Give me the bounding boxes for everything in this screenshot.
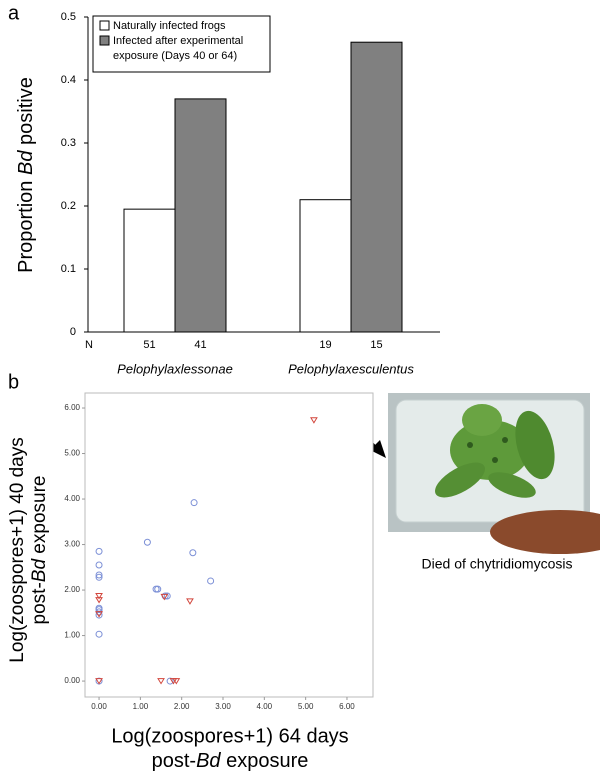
n-label: N [85, 339, 93, 351]
y-tick-label: 4.00 [64, 494, 80, 503]
point [190, 499, 198, 507]
y-axis-label-line2: post-Bd exposure [29, 476, 50, 625]
point [95, 630, 103, 638]
frog-photo [388, 393, 600, 554]
y-tick-label: 0.1 [61, 263, 76, 275]
x-tick-label: 1.00 [133, 702, 149, 711]
plot-frame [84, 392, 374, 698]
y-tick-label: 1.00 [64, 631, 80, 640]
x-tick-label: 3.00 [215, 702, 231, 711]
legend-swatch [99, 35, 110, 46]
x-axis-label-line2-part: exposure [221, 750, 309, 772]
x-tick-label: 0.00 [91, 702, 107, 711]
y-tick-label: 6.00 [64, 403, 80, 412]
legend-swatch [99, 20, 110, 31]
y-axis-label-part: Bd [15, 150, 37, 175]
point [95, 606, 103, 614]
x-axis-label-line2-part: post- [152, 750, 196, 772]
point [95, 561, 103, 569]
x-axis-label: Log(zoospores+1) 64 days [111, 725, 348, 747]
x-tick-label: 2.00 [174, 702, 190, 711]
legend-label: exposure (Days 40 or 64) [113, 50, 237, 62]
point [163, 592, 171, 600]
y-axis-label-line2-part: exposure [29, 476, 50, 559]
n-value: 51 [143, 339, 155, 351]
point [95, 571, 103, 579]
point [143, 538, 151, 546]
point [186, 598, 194, 605]
y-tick-label: 0.00 [64, 676, 80, 685]
category-label: Pelophylaxesculentus [288, 361, 414, 376]
x-axis-label-line2: post-Bd exposure [152, 750, 309, 772]
point [172, 678, 181, 685]
point [189, 549, 197, 557]
point [157, 678, 165, 685]
n-value: 15 [370, 339, 382, 351]
bar [299, 199, 352, 333]
point [160, 593, 169, 601]
point [95, 592, 103, 600]
y-axis-label-line2-part: post- [29, 582, 50, 624]
y-tick-label: 3.00 [64, 540, 80, 549]
y-tick-label: 0.2 [61, 200, 76, 212]
panel-label: a [8, 2, 20, 24]
x-tick-label: 6.00 [339, 702, 355, 711]
point [207, 577, 215, 585]
legend-box [92, 15, 271, 73]
y-tick-label: 0 [70, 326, 76, 338]
bar [350, 41, 403, 333]
point [95, 611, 103, 618]
panel-label: b [8, 371, 19, 393]
x-tick-label: 4.00 [257, 702, 273, 711]
y-axis-label: Log(zoospores+1) 40 days [7, 437, 28, 663]
point [95, 547, 103, 555]
point [95, 678, 103, 685]
legend-label: Infected after experimental [113, 35, 243, 47]
bar [174, 98, 227, 333]
point [95, 573, 103, 581]
legend-label: Naturally infected frogs [113, 20, 226, 32]
n-value: 19 [319, 339, 331, 351]
y-tick-label: 2.00 [64, 585, 80, 594]
photo-caption: Died of chytridiomycosis [422, 556, 573, 572]
n-value: 41 [194, 339, 206, 351]
x-axis-label-line2-part: Bd [196, 750, 221, 772]
y-axis-label: Proportion Bd positive [15, 77, 37, 273]
category-label: Pelophylaxlessonae [117, 361, 233, 376]
x-tick-label: 5.00 [298, 702, 314, 711]
y-axis-label-line2-part: Bd [29, 558, 50, 583]
point [310, 417, 318, 424]
y-axis-label-part: Proportion [15, 175, 37, 273]
y-tick-label: 0.5 [61, 11, 76, 23]
y-tick-label: 5.00 [64, 449, 80, 458]
bar [123, 208, 176, 333]
y-axis-label-part: positive [15, 77, 37, 150]
point [154, 585, 162, 593]
arrow-head [370, 440, 386, 458]
y-tick-label: 0.4 [61, 74, 76, 86]
point [95, 597, 103, 604]
y-tick-label: 0.3 [61, 137, 76, 149]
